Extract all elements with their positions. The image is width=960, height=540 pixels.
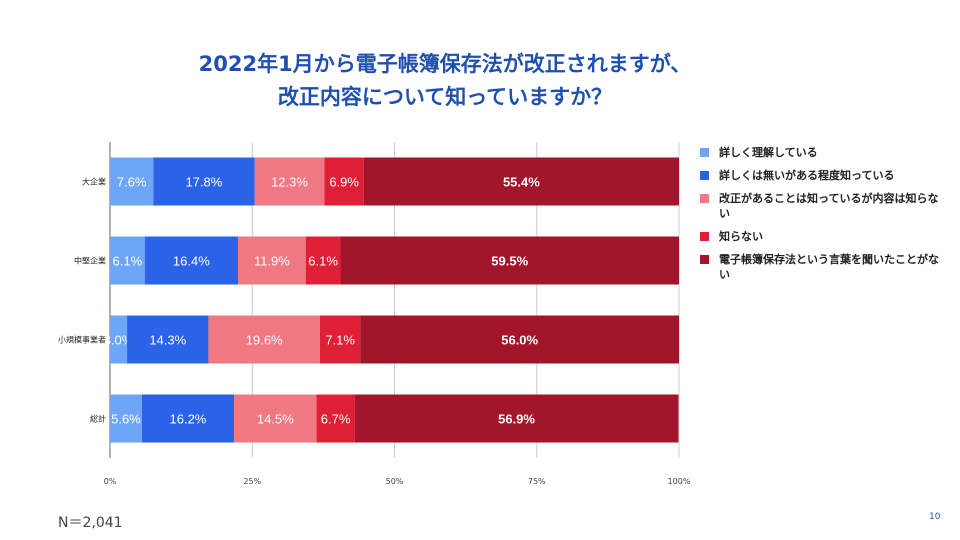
bar-segment xyxy=(305,236,341,285)
bar-segment xyxy=(144,236,239,285)
bar-segment xyxy=(234,394,317,443)
data-label: 3.0% xyxy=(104,333,134,348)
bar-segment xyxy=(319,315,361,364)
data-label: 11.9% xyxy=(254,254,290,269)
data-label: 16.2% xyxy=(170,412,207,427)
x-tick-label: 25% xyxy=(243,477,261,486)
bar-segment xyxy=(254,157,325,206)
page-number: 10 xyxy=(929,512,941,522)
bar-segment xyxy=(110,236,145,285)
x-tick-label: 50% xyxy=(386,477,404,486)
data-label: 56.0% xyxy=(501,333,538,348)
bar-segment xyxy=(340,236,679,285)
x-tick-label: 0% xyxy=(104,477,117,486)
data-label: 16.4% xyxy=(173,254,210,269)
legend-swatch xyxy=(700,194,709,203)
bar-segment xyxy=(363,157,679,206)
bar-segment xyxy=(208,315,320,364)
bar-segment xyxy=(110,315,128,364)
bar-segment xyxy=(127,315,209,364)
data-label: 5.6% xyxy=(111,412,141,427)
legend-item: 知らない xyxy=(700,229,940,244)
bar-segment xyxy=(324,157,364,206)
bar-segment xyxy=(316,394,355,443)
x-tick-label: 75% xyxy=(528,477,546,486)
legend-label: 詳しく理解している xyxy=(719,146,818,159)
legend: 詳しく理解している 詳しくは無いがある程度知っている 改正があることは知っている… xyxy=(700,145,940,290)
data-label: 6.1% xyxy=(308,254,338,269)
data-label: 14.3% xyxy=(149,333,186,348)
data-label: 12.3% xyxy=(271,175,308,190)
bar-segment xyxy=(141,394,235,443)
legend-item: 詳しくは無いがある程度知っている xyxy=(700,168,940,183)
legend-item: 詳しく理解している xyxy=(700,145,940,160)
y-category-label: 中堅企業 xyxy=(74,256,106,266)
legend-swatch xyxy=(700,255,709,264)
legend-item: 電子帳簿保存法という言葉を聞いたことがない xyxy=(700,252,940,282)
bar-segment xyxy=(110,394,142,443)
data-label: 17.8% xyxy=(185,175,222,190)
bar-segment xyxy=(360,315,679,364)
data-label: 59.5% xyxy=(491,254,528,269)
data-label: 56.9% xyxy=(498,412,535,427)
bar-segment xyxy=(354,394,679,443)
data-label: 14.5% xyxy=(257,412,294,427)
legend-label: 知らない xyxy=(719,230,763,243)
legend-swatch xyxy=(700,171,709,180)
y-category-label: 総計 xyxy=(90,414,106,424)
data-label: 19.6% xyxy=(246,333,283,348)
y-category-label: 小規模事業者 xyxy=(58,335,106,345)
data-label: 55.4% xyxy=(503,175,540,190)
sample-size: N＝2,041 xyxy=(58,515,123,531)
bar-segment xyxy=(110,157,154,206)
legend-swatch xyxy=(700,232,709,241)
x-tick-label: 100% xyxy=(668,477,691,486)
legend-label: 電子帳簿保存法という言葉を聞いたことがない xyxy=(719,253,939,281)
legend-item: 改正があることは知っているが内容は知らない xyxy=(700,191,940,221)
data-label: 6.9% xyxy=(329,175,359,190)
data-label: 6.1% xyxy=(113,254,143,269)
y-category-label: 大企業 xyxy=(82,177,106,187)
legend-swatch xyxy=(700,148,709,157)
legend-label: 詳しくは無いがある程度知っている xyxy=(719,169,895,182)
bar-segment xyxy=(238,236,306,285)
title-line-2: 改正内容について知っていますか？ xyxy=(277,85,613,109)
bar-segment xyxy=(153,157,255,206)
data-label: 6.7% xyxy=(321,412,351,427)
legend-label: 改正があることは知っているが内容は知らない xyxy=(719,192,939,220)
data-label: 7.1% xyxy=(325,333,355,348)
chart-title: 2022年1月から電子帳簿保存法が改正されますが、 改正内容について知っています… xyxy=(0,48,890,114)
data-label: 7.6% xyxy=(117,175,147,190)
title-line-1: 2022年1月から電子帳簿保存法が改正されますが、 xyxy=(198,52,692,76)
